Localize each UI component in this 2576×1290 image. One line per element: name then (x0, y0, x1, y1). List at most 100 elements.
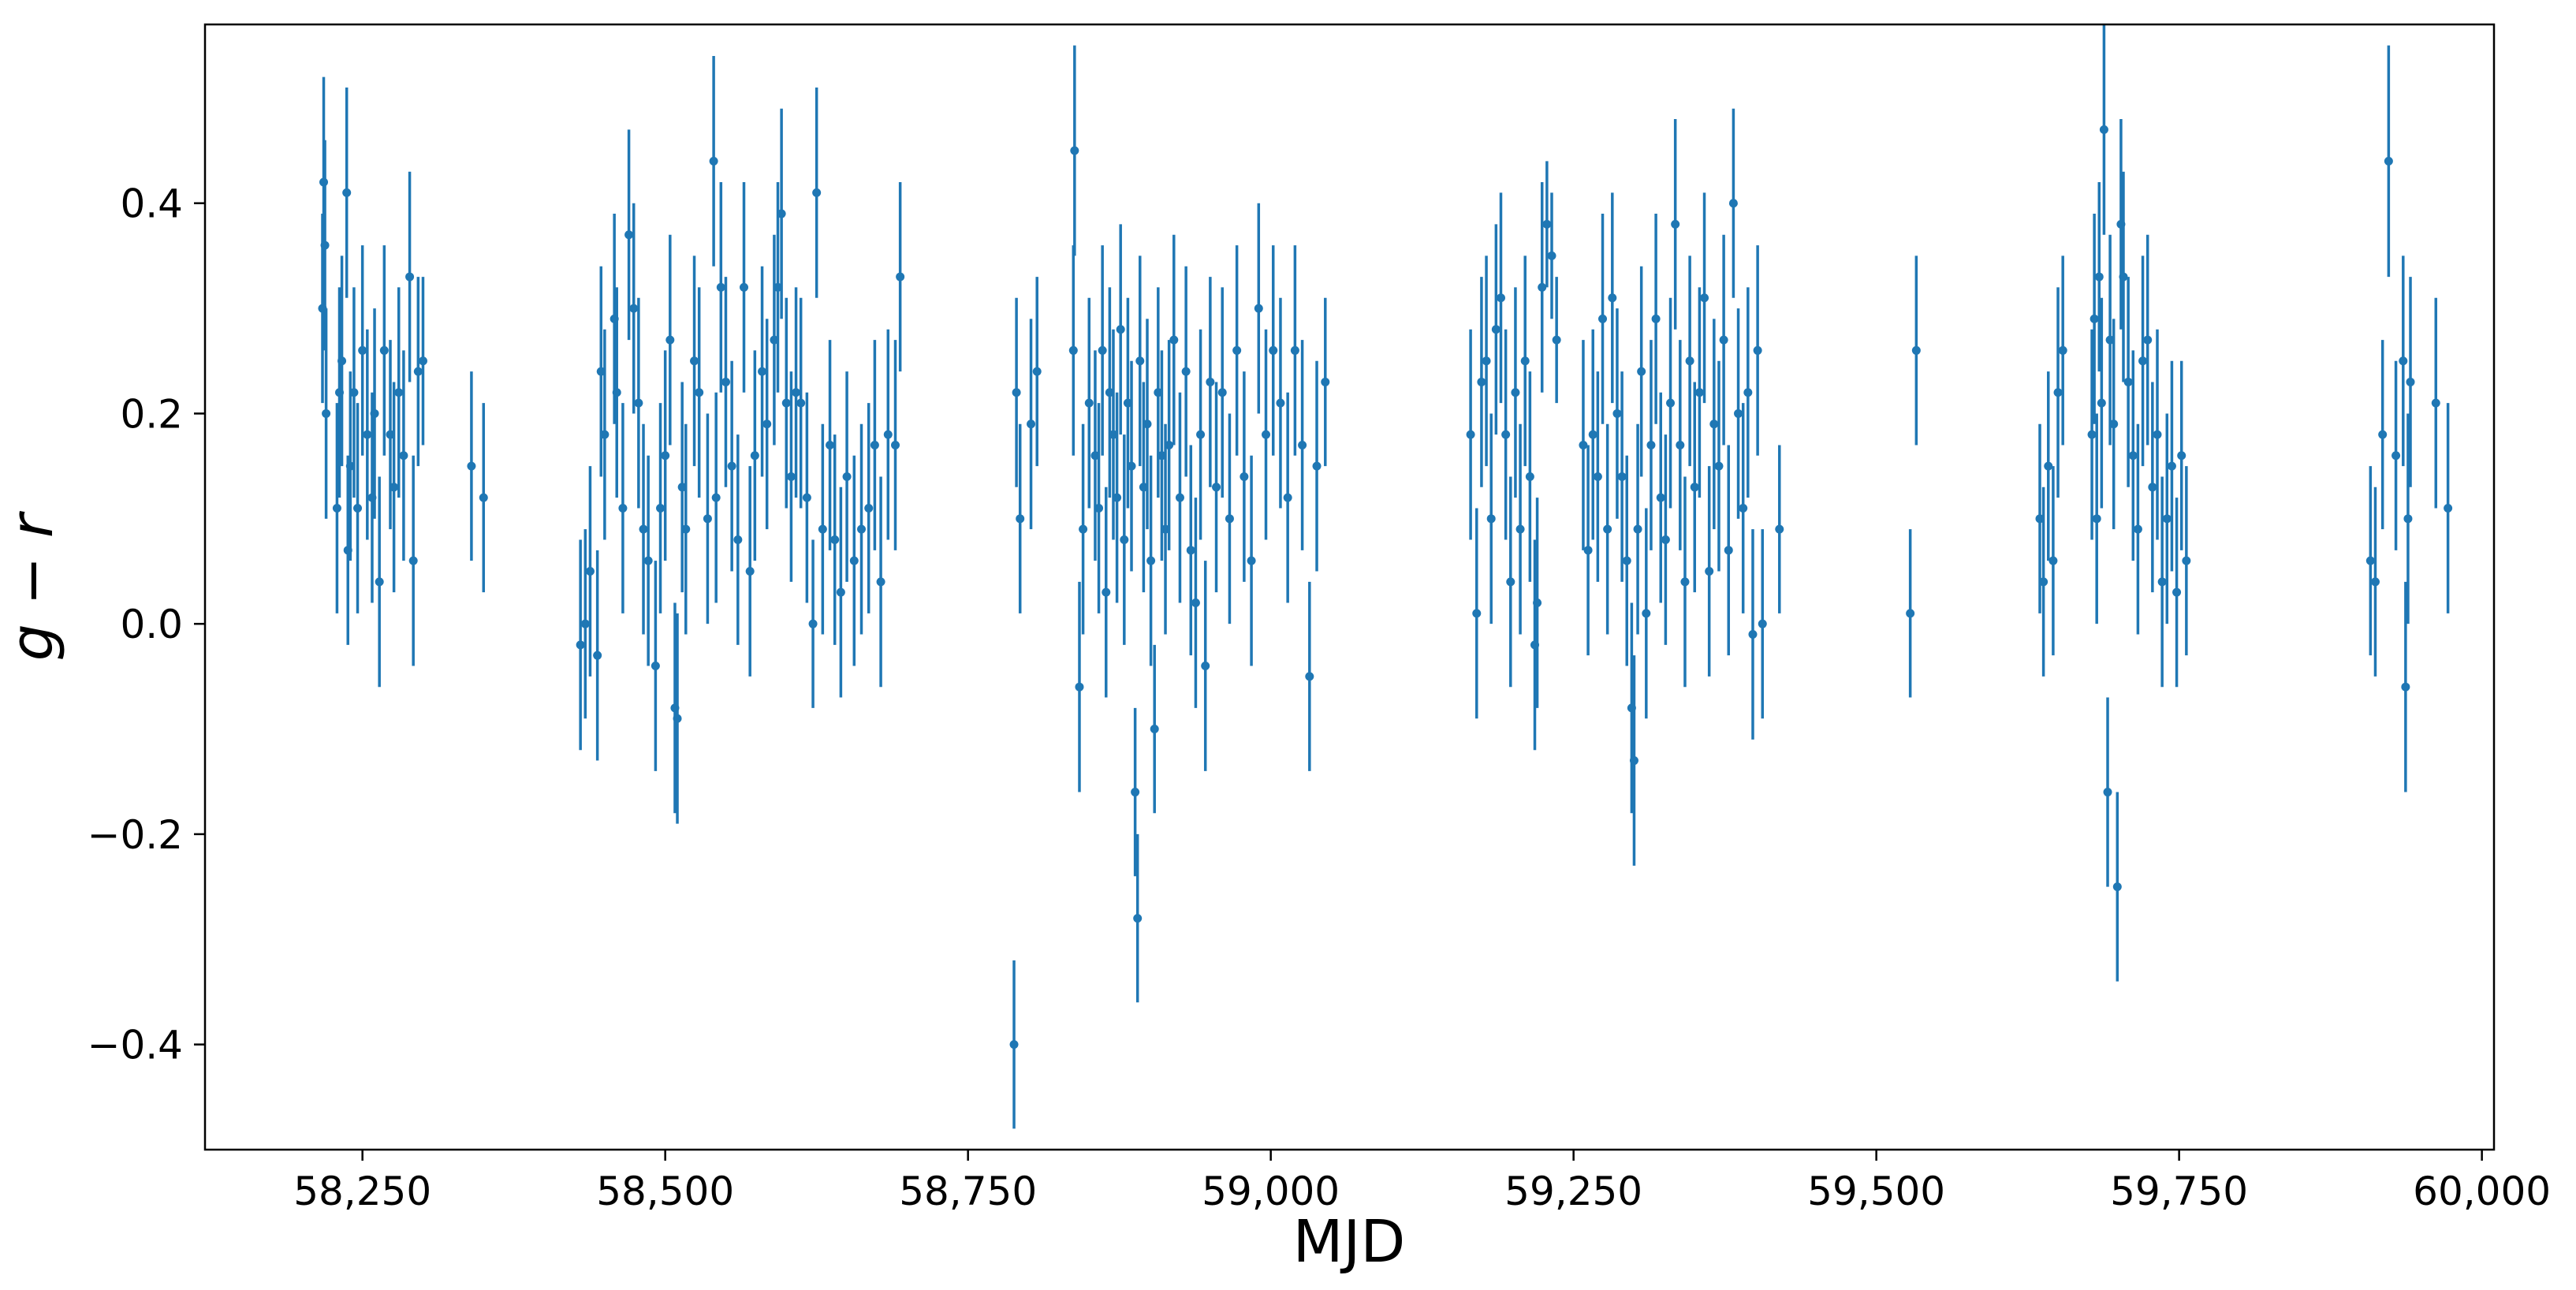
data-point-139 (1298, 440, 1307, 449)
x-tick-label-7: 60,000 (2413, 1169, 2551, 1214)
data-point-18 (386, 430, 395, 439)
data-point-185 (1685, 356, 1694, 366)
data-point-224 (2133, 524, 2142, 534)
x-tick-label-1: 58,500 (596, 1169, 734, 1214)
data-point-178 (1651, 314, 1661, 323)
data-point-125 (1201, 662, 1210, 671)
y-tick-label-2: 0.0 (120, 602, 183, 647)
data-point-143 (1466, 430, 1475, 439)
data-point-191 (1714, 461, 1724, 471)
data-point-141 (1312, 461, 1322, 471)
data-point-199 (1753, 345, 1762, 355)
data-point-170 (1617, 472, 1627, 481)
data-point-226 (2143, 335, 2153, 345)
data-point-229 (2157, 577, 2167, 587)
data-point-64 (770, 335, 779, 345)
data-point-69 (792, 388, 801, 397)
data-point-54 (711, 493, 721, 502)
data-point-161 (1552, 335, 1561, 345)
data-point-6 (337, 356, 347, 366)
data-point-162 (1579, 440, 1588, 449)
y-tick-label-3: −0.2 (88, 812, 183, 858)
data-point-67 (781, 398, 791, 408)
data-point-107 (1127, 461, 1136, 471)
data-point-96 (1084, 398, 1094, 408)
data-point-164 (1588, 430, 1597, 439)
data-point-101 (1105, 388, 1114, 397)
data-point-116 (1157, 451, 1166, 460)
data-point-76 (830, 535, 840, 544)
data-point-85 (891, 440, 900, 449)
data-point-114 (1150, 725, 1159, 734)
data-point-200 (1758, 619, 1767, 628)
data-point-82 (870, 440, 879, 449)
data-point-26 (467, 461, 476, 471)
data-point-132 (1247, 556, 1256, 565)
data-point-123 (1191, 598, 1200, 608)
data-point-175 (1637, 367, 1646, 376)
data-point-193 (1724, 546, 1733, 555)
data-point-184 (1680, 577, 1690, 587)
data-point-90 (1027, 419, 1036, 429)
data-point-165 (1593, 472, 1602, 481)
data-point-59 (740, 282, 749, 292)
data-point-89 (1016, 514, 1025, 524)
data-point-190 (1709, 419, 1719, 429)
data-point-228 (2153, 430, 2162, 439)
data-point-243 (2406, 377, 2415, 386)
data-point-181 (1666, 398, 1676, 408)
data-point-225 (2138, 356, 2148, 366)
data-point-218 (2109, 419, 2119, 429)
data-point-92 (1068, 345, 1078, 355)
data-point-173 (1629, 756, 1638, 766)
data-point-233 (2177, 451, 2186, 460)
data-point-120 (1175, 493, 1184, 502)
data-point-62 (758, 367, 767, 376)
data-point-214 (2097, 398, 2106, 408)
data-point-9 (345, 461, 355, 471)
x-axis-label: MJD (1293, 1208, 1406, 1276)
data-point-58 (733, 535, 743, 544)
data-marks (318, 24, 2453, 1129)
data-point-126 (1206, 377, 1215, 386)
data-point-208 (2053, 388, 2063, 397)
data-point-142 (1321, 377, 1330, 386)
data-point-66 (777, 209, 786, 218)
data-point-36 (618, 503, 628, 513)
data-point-203 (1911, 345, 1921, 355)
data-point-146 (1482, 356, 1491, 366)
data-point-61 (750, 451, 759, 460)
data-point-55 (716, 282, 725, 292)
data-point-119 (1169, 335, 1179, 345)
data-point-48 (677, 483, 687, 492)
data-point-239 (2391, 451, 2401, 460)
data-point-2 (320, 240, 330, 250)
data-point-65 (774, 282, 783, 292)
data-point-74 (818, 524, 827, 534)
data-point-227 (2148, 483, 2157, 492)
data-point-47 (673, 714, 682, 723)
data-point-22 (405, 272, 415, 281)
data-point-221 (2119, 272, 2128, 281)
data-point-121 (1181, 367, 1191, 376)
data-point-205 (2039, 577, 2048, 587)
data-point-223 (2128, 451, 2138, 460)
data-point-182 (1671, 219, 1680, 229)
data-point-159 (1542, 219, 1552, 229)
data-point-236 (2370, 577, 2380, 587)
x-tick-label-4: 59,250 (1504, 1169, 1642, 1214)
data-point-235 (2365, 556, 2375, 565)
data-point-78 (842, 472, 852, 481)
data-point-180 (1661, 535, 1670, 544)
data-point-80 (857, 524, 867, 534)
data-point-245 (2444, 503, 2453, 513)
data-point-140 (1305, 672, 1314, 681)
data-point-75 (826, 440, 835, 449)
data-point-154 (1520, 356, 1530, 366)
data-point-113 (1146, 556, 1156, 565)
data-point-31 (593, 651, 602, 660)
data-point-98 (1094, 503, 1104, 513)
data-point-104 (1116, 325, 1125, 334)
data-point-231 (2167, 461, 2176, 471)
data-point-169 (1612, 408, 1622, 418)
